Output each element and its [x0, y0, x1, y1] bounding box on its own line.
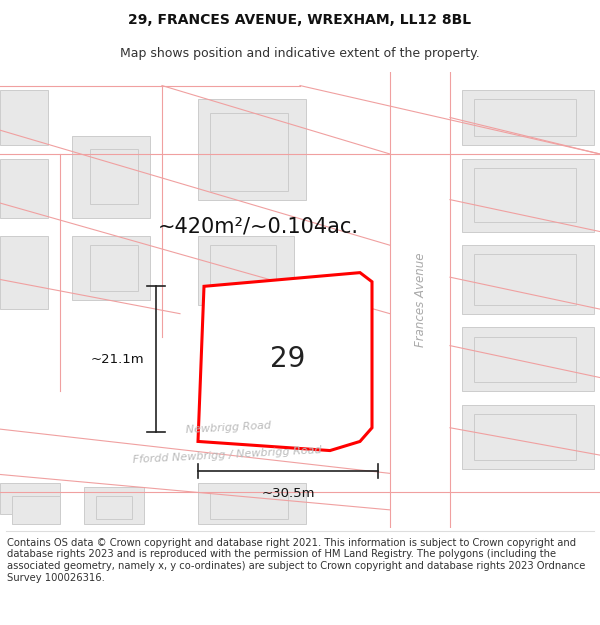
Bar	[84, 487, 144, 524]
Bar	[0, 482, 60, 514]
Bar	[0, 90, 48, 145]
Bar	[198, 236, 294, 304]
Bar	[90, 149, 138, 204]
Bar	[198, 99, 306, 199]
Bar	[474, 336, 576, 382]
Bar	[462, 328, 594, 391]
Text: ~21.1m: ~21.1m	[91, 352, 144, 366]
Bar	[474, 99, 576, 136]
Text: 29: 29	[271, 345, 305, 373]
Bar	[210, 113, 288, 191]
Bar	[12, 496, 60, 524]
Bar	[474, 168, 576, 222]
Bar	[474, 254, 576, 304]
Text: 29, FRANCES AVENUE, WREXHAM, LL12 8BL: 29, FRANCES AVENUE, WREXHAM, LL12 8BL	[128, 13, 472, 27]
Bar	[90, 245, 138, 291]
Text: Newbrigg Road: Newbrigg Road	[185, 421, 271, 435]
Bar	[72, 136, 150, 218]
Polygon shape	[198, 272, 372, 451]
Text: Frances Avenue: Frances Avenue	[413, 253, 427, 348]
Bar	[198, 482, 306, 524]
Bar	[462, 405, 594, 469]
Text: Ffordd Newbrigg / Newbrigg Road: Ffordd Newbrigg / Newbrigg Road	[132, 445, 322, 465]
Text: Map shows position and indicative extent of the property.: Map shows position and indicative extent…	[120, 47, 480, 60]
Bar	[72, 236, 150, 300]
Text: ~30.5m: ~30.5m	[261, 487, 315, 500]
Text: Contains OS data © Crown copyright and database right 2021. This information is : Contains OS data © Crown copyright and d…	[7, 538, 586, 582]
Bar	[462, 245, 594, 314]
Bar	[210, 245, 276, 296]
Bar	[462, 159, 594, 231]
Text: ~420m²/~0.104ac.: ~420m²/~0.104ac.	[157, 217, 359, 237]
Bar	[474, 414, 576, 460]
Bar	[0, 236, 48, 309]
Bar	[210, 492, 288, 519]
Bar	[96, 496, 132, 519]
Bar	[0, 159, 48, 218]
Bar	[462, 90, 594, 145]
